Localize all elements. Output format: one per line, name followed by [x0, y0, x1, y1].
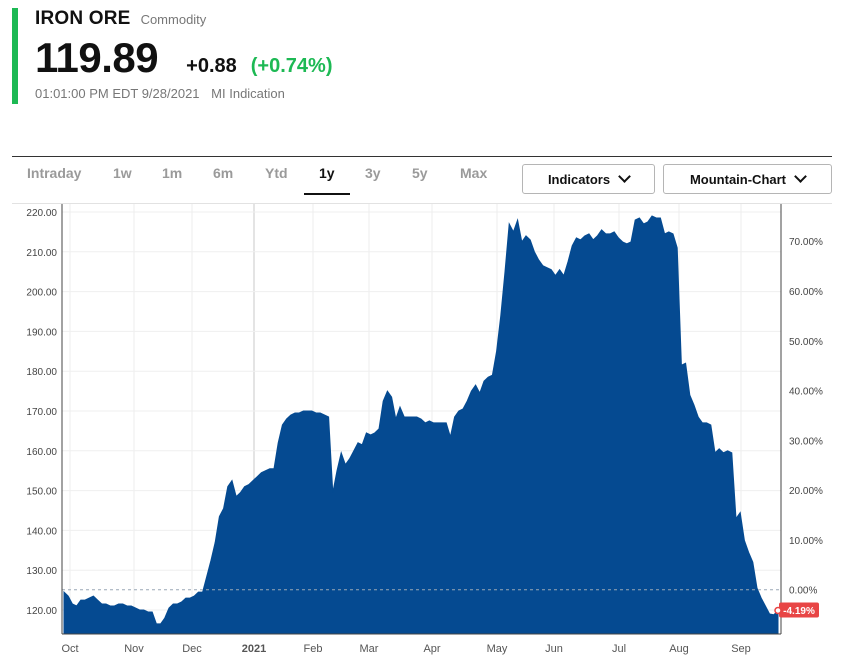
- x-tick-label: Jun: [545, 643, 563, 655]
- y-tick-label: 160.00: [26, 447, 57, 458]
- x-tick-label: Mar: [360, 643, 379, 655]
- y2-tick-label: 70.00%: [789, 237, 823, 248]
- y-tick-label: 130.00: [26, 566, 57, 577]
- last-price: 119.89: [35, 34, 159, 81]
- y-tick-label: 190.00: [26, 327, 57, 338]
- range-tab-5y[interactable]: 5y: [412, 165, 428, 181]
- accent-bar: [12, 8, 18, 104]
- instrument-type: Commodity: [140, 12, 207, 27]
- chart-type-label: Mountain-Chart: [689, 171, 787, 187]
- y-tick-label: 150.00: [26, 487, 57, 498]
- y2-tick-label: 0.00%: [789, 586, 817, 597]
- indicators-dropdown[interactable]: Indicators: [522, 164, 655, 194]
- price-area: [63, 215, 779, 635]
- range-tab-intraday[interactable]: Intraday: [27, 165, 82, 181]
- y-tick-label: 180.00: [26, 367, 57, 378]
- y2-tick-label: 30.00%: [789, 436, 823, 447]
- indicators-label: Indicators: [547, 171, 611, 187]
- y-tick-label: 120.00: [26, 606, 57, 617]
- y2-tick-label: 40.00%: [789, 387, 823, 398]
- y2-tick-label: 20.00%: [789, 486, 823, 497]
- y2-tick-label: 50.00%: [789, 337, 823, 348]
- quote-header: IRON ORE Commodity: [35, 8, 206, 30]
- quote-timestamp: 01:01:00 PM EDT 9/28/2021: [35, 86, 200, 101]
- range-tab-1m[interactable]: 1m: [162, 165, 183, 181]
- x-tick-label: Jul: [612, 643, 626, 655]
- range-tab-ytd[interactable]: Ytd: [265, 165, 288, 181]
- chevron-down-icon: [618, 170, 631, 183]
- x-tick-label: Apr: [423, 643, 440, 655]
- x-tick-label: Feb: [304, 643, 323, 655]
- price-chart[interactable]: 220.00 210.00 200.00 190.00 180.00 170.00 160.…: [0, 200, 844, 663]
- x-tick-label: 2021: [242, 643, 266, 655]
- range-tab-6m[interactable]: 6m: [213, 165, 234, 181]
- range-tab-3y[interactable]: 3y: [365, 165, 381, 181]
- x-tick-label: May: [487, 643, 508, 655]
- x-tick-label: Nov: [124, 643, 144, 655]
- last-value-marker: [774, 606, 782, 615]
- chevron-down-icon: [794, 170, 807, 183]
- price-change: +0.88: [186, 55, 237, 77]
- x-tick-label: Oct: [61, 643, 78, 655]
- range-tab-1w[interactable]: 1w: [113, 165, 132, 181]
- x-tick-label: Sep: [731, 643, 751, 655]
- change-badge-label: -4.19%: [783, 606, 815, 617]
- price-change-percent: (+0.74%): [250, 55, 333, 77]
- x-tick-label: Aug: [669, 643, 689, 655]
- y-tick-label: 170.00: [26, 407, 57, 418]
- y2-tick-label: 10.00%: [789, 536, 823, 547]
- y-tick-label: 140.00: [26, 526, 57, 537]
- quote-source: MI Indication: [211, 86, 285, 101]
- chart-type-dropdown[interactable]: Mountain-Chart: [663, 164, 832, 194]
- change-badge: [779, 602, 819, 618]
- y-tick-label: 200.00: [26, 288, 57, 299]
- range-tab-1y[interactable]: 1y: [319, 165, 335, 181]
- active-tab-indicator: [304, 193, 350, 195]
- chart-toolbar: Intraday 1w 1m 6m Ytd 1y 3y 5y Max Indic…: [12, 156, 832, 204]
- y2-tick-label: 60.00%: [789, 287, 823, 298]
- range-tab-max[interactable]: Max: [460, 165, 488, 181]
- instrument-name: IRON ORE: [35, 8, 131, 29]
- y-tick-label: 210.00: [26, 248, 57, 259]
- price-row: 119.89 +0.88 (+0.74%): [35, 34, 332, 82]
- x-tick-label: Dec: [182, 643, 202, 655]
- quote-meta: 01:01:00 PM EDT 9/28/2021 MI Indication: [35, 86, 285, 101]
- y-tick-label: 220.00: [26, 208, 57, 219]
